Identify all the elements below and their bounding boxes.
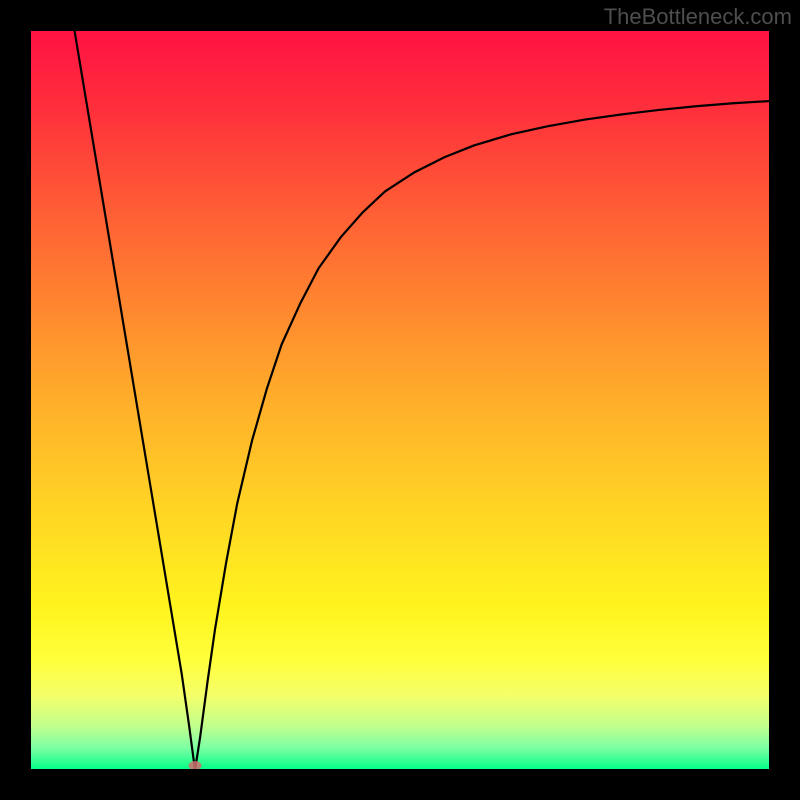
bottleneck-chart	[0, 0, 800, 800]
chart-stage: TheBottleneck.com	[0, 0, 800, 800]
valley-marker	[189, 761, 202, 770]
watermark-text: TheBottleneck.com	[604, 4, 792, 30]
plot-background	[30, 30, 770, 770]
